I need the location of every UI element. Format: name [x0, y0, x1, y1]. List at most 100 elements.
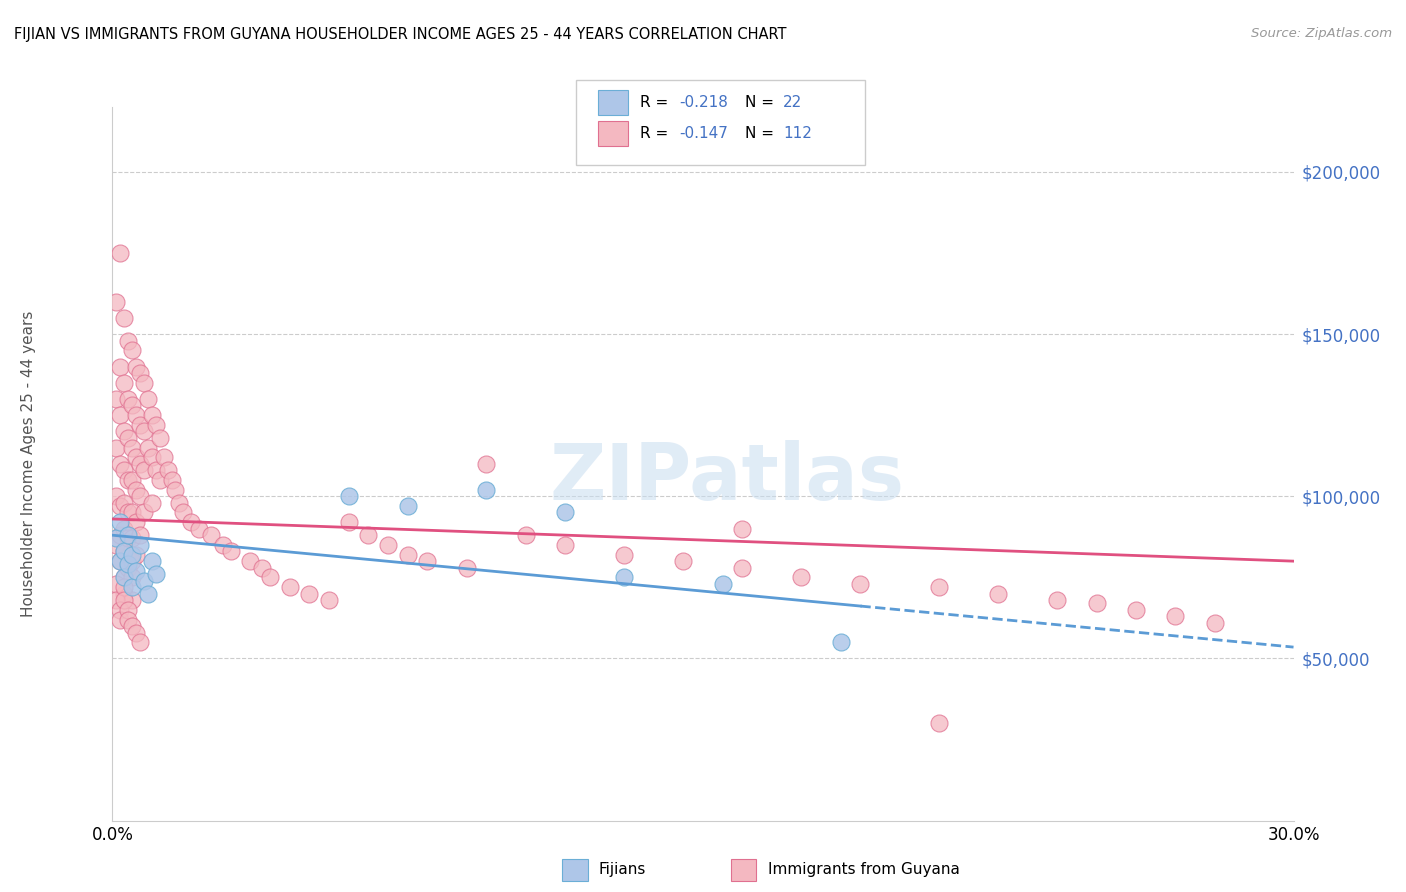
Text: -0.147: -0.147 — [679, 127, 728, 141]
Point — [145, 417, 167, 432]
Point — [132, 463, 155, 477]
Point — [105, 538, 128, 552]
Point — [105, 532, 128, 546]
Point — [211, 538, 233, 552]
Point — [1085, 596, 1108, 610]
Point — [125, 564, 148, 578]
Point — [112, 544, 135, 558]
Point — [112, 593, 135, 607]
Point — [110, 554, 132, 568]
Text: Source: ZipAtlas.com: Source: ZipAtlas.com — [1251, 27, 1392, 40]
Text: R =: R = — [640, 127, 673, 141]
Point — [141, 554, 163, 568]
Point — [1164, 609, 1187, 624]
Point — [132, 425, 155, 439]
Text: 22: 22 — [783, 95, 803, 110]
Point — [136, 441, 159, 455]
Point — [1046, 593, 1069, 607]
Point — [117, 506, 139, 520]
Point — [129, 635, 152, 649]
Point — [259, 570, 281, 584]
Point — [830, 635, 852, 649]
Point — [117, 603, 139, 617]
Point — [396, 499, 419, 513]
Point — [121, 554, 143, 568]
Point — [149, 473, 172, 487]
Point — [298, 586, 321, 600]
Point — [987, 586, 1010, 600]
Point — [112, 586, 135, 600]
Point — [172, 506, 194, 520]
Point — [200, 528, 222, 542]
Point — [125, 625, 148, 640]
Point — [121, 570, 143, 584]
Point — [117, 431, 139, 445]
Point — [110, 613, 132, 627]
Point — [165, 483, 187, 497]
Text: FIJIAN VS IMMIGRANTS FROM GUYANA HOUSEHOLDER INCOME AGES 25 - 44 YEARS CORRELATI: FIJIAN VS IMMIGRANTS FROM GUYANA HOUSEHO… — [14, 27, 786, 42]
Point — [337, 515, 360, 529]
Point — [180, 515, 202, 529]
Point — [337, 489, 360, 503]
Point — [129, 489, 152, 503]
Point — [121, 593, 143, 607]
Point — [141, 408, 163, 422]
Point — [110, 359, 132, 374]
Point — [160, 473, 183, 487]
Point — [125, 483, 148, 497]
Point — [105, 392, 128, 406]
Point — [129, 457, 152, 471]
Point — [711, 577, 734, 591]
Point — [112, 570, 135, 584]
Point — [110, 408, 132, 422]
Point — [928, 580, 950, 594]
Point — [152, 450, 174, 465]
Point — [416, 554, 439, 568]
Point — [112, 310, 135, 325]
Point — [475, 483, 498, 497]
Point — [456, 560, 478, 574]
Text: 112: 112 — [783, 127, 813, 141]
Point — [125, 548, 148, 562]
Point — [117, 392, 139, 406]
Point — [731, 560, 754, 574]
Point — [125, 450, 148, 465]
Point — [396, 548, 419, 562]
Point — [141, 450, 163, 465]
Point — [849, 577, 872, 591]
Point — [219, 544, 242, 558]
Point — [121, 473, 143, 487]
Point — [105, 577, 128, 591]
Point — [129, 417, 152, 432]
Point — [1204, 615, 1226, 630]
Point — [132, 574, 155, 588]
Point — [117, 560, 139, 574]
Point — [318, 593, 340, 607]
Point — [731, 522, 754, 536]
Point — [121, 580, 143, 594]
Point — [117, 558, 139, 572]
Text: Immigrants from Guyana: Immigrants from Guyana — [768, 863, 959, 877]
Point — [121, 343, 143, 358]
Point — [169, 496, 191, 510]
Text: N =: N = — [745, 127, 779, 141]
Point — [110, 603, 132, 617]
Point — [278, 580, 301, 594]
Point — [117, 334, 139, 348]
Point — [110, 515, 132, 529]
Point — [117, 532, 139, 546]
Point — [156, 463, 179, 477]
Point — [117, 528, 139, 542]
Point — [145, 567, 167, 582]
Text: N =: N = — [745, 95, 779, 110]
Point — [149, 431, 172, 445]
Point — [515, 528, 537, 542]
Point — [121, 548, 143, 562]
Point — [1125, 603, 1147, 617]
Text: R =: R = — [640, 95, 673, 110]
Point — [129, 528, 152, 542]
Point — [105, 593, 128, 607]
Point — [110, 528, 132, 542]
Point — [110, 246, 132, 260]
Point — [121, 399, 143, 413]
